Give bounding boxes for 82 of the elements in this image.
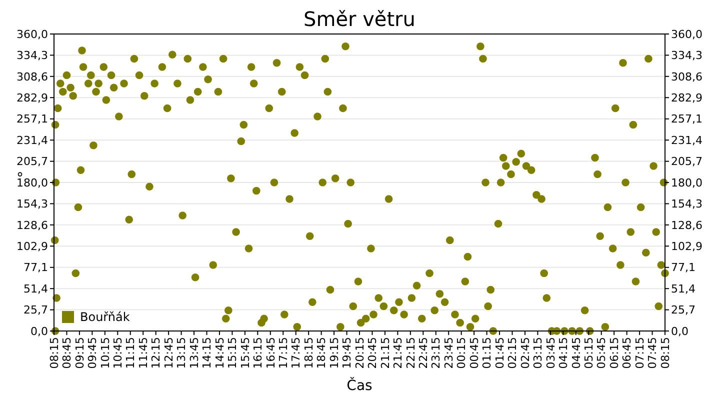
y2-tick-label: 25,7 [671, 304, 696, 317]
x-tick-label: 02:45 [518, 337, 532, 369]
x-tick-label: 07:45 [646, 337, 660, 369]
x-tick-label: 10:15 [98, 337, 112, 369]
y-tick-label: 360,0 [16, 28, 48, 41]
y2-tick-label: 154,3 [671, 198, 702, 211]
x-tick-label: 23:15 [430, 337, 443, 369]
x-tick-label: 07:15 [633, 337, 646, 369]
x-tick-label: 00:45 [468, 337, 481, 369]
x-tick-label: 23:45 [442, 337, 456, 369]
y-tick-label: 180,0 [16, 176, 48, 190]
y-tick-label: 51,4 [24, 282, 48, 296]
x-tick-label: 09:15 [73, 337, 86, 369]
x-tick-label: 14:45 [213, 337, 226, 369]
y2-tick-label: 308,6 [671, 70, 702, 84]
y2-tick-label: 77,1 [671, 261, 696, 274]
x-tick-label: 20:45 [366, 337, 380, 369]
x-tick-label: 08:45 [60, 337, 74, 369]
x-tick-label: 16:15 [252, 337, 265, 369]
x-tick-label: 04:15 [557, 337, 570, 369]
legend-label: Bouřňák [80, 310, 130, 324]
chart-title: Směr větru [304, 7, 416, 31]
x-tick-label: 10:45 [111, 337, 124, 369]
x-tick-label: 04:45 [570, 337, 583, 369]
x-tick-label: 03:45 [544, 337, 558, 369]
x-tick-label: 19:15 [328, 337, 341, 369]
y2-tick-label: 180,0 [671, 176, 702, 190]
x-tick-label: 17:45 [290, 337, 303, 369]
x-tick-label: 22:15 [404, 337, 418, 369]
y-tick-label: 257,1 [16, 112, 48, 126]
x-tick-label: 00:15 [455, 337, 468, 369]
y-tick-label: 77,1 [24, 261, 48, 274]
x-tick-label: 13:15 [175, 337, 188, 369]
x-tick-label: 12:15 [150, 337, 163, 369]
x-tick-label: 17:15 [276, 337, 290, 369]
x-tick-label: 16:45 [264, 337, 278, 369]
x-tick-label: 05:45 [595, 337, 608, 369]
x-tick-label: 01:15 [480, 337, 494, 369]
y2-tick-label: 102,9 [671, 240, 702, 253]
y-tick-label: 282,9 [16, 91, 48, 104]
x-tick-label: 21:45 [392, 337, 405, 369]
y2-tick-label: 128,6 [671, 218, 702, 232]
y2-tick-label: 205,7 [671, 155, 702, 168]
y-tick-label: 0,0 [30, 324, 48, 338]
y-tick-label: 128,6 [16, 218, 48, 232]
x-tick-label: 18:15 [302, 337, 316, 369]
y-tick-label: 205,7 [16, 155, 48, 168]
x-tick-label: 12:45 [162, 337, 176, 369]
x-tick-label: 15:15 [226, 337, 240, 369]
x-axis-title: Čas [346, 377, 372, 394]
y2-tick-label: 231,4 [671, 134, 702, 147]
y-tick-label: 308,6 [16, 70, 48, 84]
x-tick-label: 03:15 [532, 337, 545, 369]
x-tick-label: 08:15 [658, 337, 672, 369]
y-tick-label: 334,3 [16, 49, 48, 62]
x-tick-label: 08:15 [48, 337, 61, 369]
y-tick-label: 231,4 [16, 134, 48, 147]
y2-tick-label: 360,0 [671, 28, 702, 41]
y2-tick-label: 257,1 [671, 112, 702, 126]
y2-tick-label: 334,3 [671, 49, 702, 62]
y2-tick-label: 51,4 [671, 282, 696, 296]
x-tick-label: 18:45 [315, 337, 328, 369]
x-tick-label: 06:45 [620, 337, 634, 369]
x-tick-label: 15:45 [238, 337, 252, 369]
x-tick-label: 06:15 [608, 337, 621, 369]
x-tick-label: 21:15 [378, 337, 392, 369]
x-tick-label: 20:15 [353, 337, 366, 369]
x-tick-label: 05:15 [582, 337, 596, 369]
x-tick-label: 13:45 [188, 337, 201, 369]
x-tick-label: 14:15 [200, 337, 214, 369]
x-tick-label: 02:15 [506, 337, 520, 369]
x-tick-label: 19:45 [340, 337, 354, 369]
y-tick-label: 102,9 [16, 240, 48, 253]
y2-tick-label: 0,0 [671, 324, 688, 338]
x-tick-label: 09:45 [86, 337, 100, 369]
x-tick-label: 01:45 [493, 337, 506, 369]
y-tick-label: 154,3 [16, 198, 48, 211]
y2-tick-label: 282,9 [671, 91, 702, 104]
x-tick-label: 22:45 [416, 337, 430, 369]
x-tick-label: 11:15 [124, 337, 138, 369]
x-tick-label: 11:45 [136, 337, 150, 369]
y-tick-label: 25,7 [24, 304, 48, 317]
